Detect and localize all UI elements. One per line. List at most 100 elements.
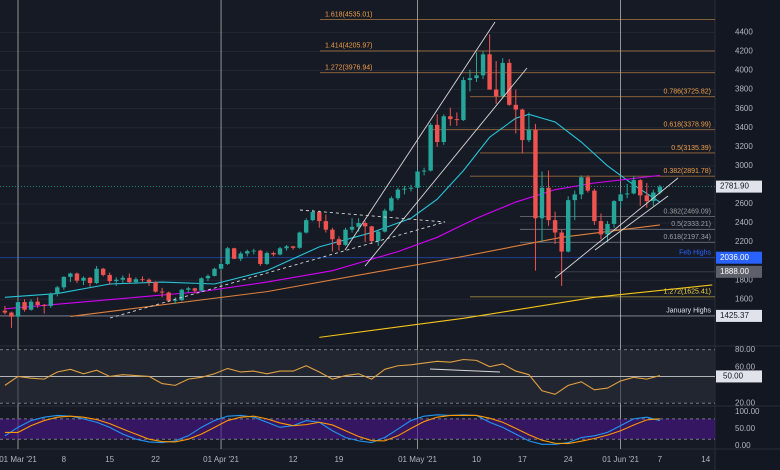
- candle-body: [454, 119, 460, 121]
- trend-line: [554, 177, 679, 279]
- candle-body: [546, 187, 551, 221]
- last-price-label: 2781.90: [720, 182, 749, 191]
- candle-body: [9, 312, 14, 317]
- trend-line: [109, 221, 446, 319]
- candle-body: [441, 116, 446, 143]
- candle-body: [114, 279, 119, 282]
- candle-body: [146, 279, 152, 283]
- candle-body: [336, 239, 342, 245]
- moving-average: [4, 113, 661, 298]
- candle-body: [140, 279, 145, 281]
- candle-body: [290, 246, 296, 248]
- candle-body: [480, 54, 486, 76]
- candle-body: [461, 80, 466, 121]
- candle-body: [618, 194, 623, 202]
- x-tick-label: 14: [701, 455, 710, 464]
- candle-body: [271, 253, 276, 255]
- candle-body: [382, 210, 387, 232]
- candle-body: [402, 188, 407, 190]
- candle-body: [513, 104, 518, 110]
- y-tick-label: 2400: [735, 218, 753, 227]
- x-tick-label: 24: [564, 455, 573, 464]
- candle-body: [277, 248, 283, 255]
- trend-line: [299, 209, 446, 223]
- candle-body: [127, 277, 132, 283]
- candle-body: [644, 195, 649, 202]
- candle-body: [395, 189, 401, 199]
- candle-body: [369, 226, 374, 242]
- stoch-d-line: [4, 414, 660, 445]
- candle-body: [592, 190, 597, 222]
- price-box-label: 2036.00: [720, 253, 749, 262]
- candle-body: [428, 124, 433, 171]
- level-label: 0.5(3135.39): [671, 145, 711, 152]
- price-box-label: 1425.37: [720, 311, 749, 320]
- candle-body: [323, 221, 329, 230]
- candle-body: [448, 116, 453, 120]
- x-tick-label: 17: [518, 455, 527, 464]
- candle-body: [598, 221, 604, 235]
- y-tick-label: 4200: [735, 47, 753, 56]
- candle-body: [408, 187, 414, 189]
- level-label: 0.618(3378.99): [664, 122, 711, 129]
- candle-body: [421, 170, 427, 172]
- stoch-tick-label: 0.00: [735, 441, 751, 450]
- level-label: 1.414(4205.97): [325, 43, 372, 50]
- candle-body: [526, 129, 532, 141]
- price-box: [716, 251, 762, 264]
- candle-body: [55, 287, 60, 295]
- rsi-line: [4, 358, 661, 395]
- candle-body: [330, 229, 335, 240]
- candle-body: [81, 277, 86, 281]
- level-label: 1.272(1625.41): [664, 289, 711, 296]
- candle-body: [192, 288, 198, 291]
- candle-body: [605, 223, 610, 235]
- candle-body: [153, 282, 158, 292]
- candle-body: [487, 54, 492, 90]
- candle-body: [107, 274, 112, 282]
- moving-average: [4, 174, 660, 310]
- level-label: January Highs: [666, 308, 711, 315]
- candle-body: [179, 289, 184, 301]
- candle-body: [579, 177, 584, 195]
- candle-body: [225, 248, 230, 264]
- candle-body: [120, 277, 125, 280]
- candle-body: [552, 220, 558, 233]
- candle-body: [258, 250, 263, 264]
- stoch-band: [0, 418, 715, 440]
- candle-body: [631, 180, 636, 194]
- candle-body: [376, 231, 381, 242]
- y-tick-label: 3000: [735, 161, 753, 170]
- moving-average: [319, 284, 713, 338]
- candle-body: [415, 171, 420, 188]
- candle-body: [474, 75, 479, 79]
- rsi-tick-label: 20.00: [735, 398, 756, 407]
- candle-body: [166, 292, 171, 301]
- price-box: [716, 265, 762, 278]
- candle-body: [467, 78, 473, 81]
- candle-body: [245, 251, 250, 254]
- stoch-k-line: [4, 414, 661, 445]
- candle-body: [186, 288, 191, 290]
- candle-body: [585, 177, 591, 191]
- candle-body: [657, 186, 663, 193]
- rsi-tick-label: 80.00: [735, 345, 756, 354]
- x-tick-label: 7: [658, 455, 663, 464]
- candle-body: [133, 279, 139, 283]
- candle-body: [61, 276, 67, 288]
- candle-body: [389, 198, 394, 211]
- candle-body: [297, 232, 302, 248]
- x-tick-label: 19: [334, 455, 343, 464]
- x-tick-label: 8: [62, 455, 67, 464]
- candle-body: [199, 278, 204, 291]
- y-tick-label: 1800: [735, 275, 753, 284]
- candle-body: [35, 301, 40, 305]
- rsi-mid-box: [716, 370, 762, 383]
- moving-average: [70, 224, 660, 317]
- y-tick-label: 3200: [735, 142, 753, 151]
- candle-body: [205, 275, 211, 279]
- candle-body: [212, 268, 217, 276]
- marks-layer: [2, 34, 713, 445]
